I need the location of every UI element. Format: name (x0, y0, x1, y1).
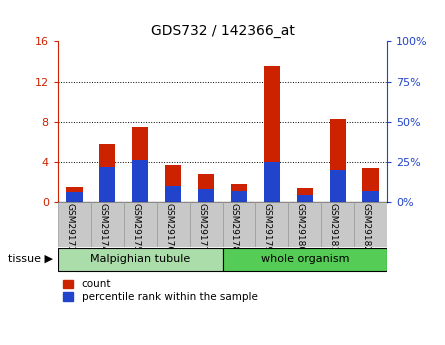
Bar (354, 202, 387, 247)
Bar (222, 202, 255, 247)
Bar (66, 192, 83, 202)
Bar (198, 189, 214, 202)
Bar (296, 195, 313, 202)
Bar (58, 248, 222, 271)
Bar (165, 165, 182, 202)
Bar (321, 202, 354, 247)
Text: GSM29182: GSM29182 (362, 203, 371, 252)
Bar (231, 191, 247, 202)
Bar (330, 119, 346, 202)
Text: GSM29181: GSM29181 (329, 203, 338, 252)
Bar (330, 170, 346, 202)
Bar (132, 127, 149, 202)
Bar (362, 190, 379, 202)
Title: GDS732 / 142366_at: GDS732 / 142366_at (150, 23, 295, 38)
Bar (264, 67, 280, 202)
Text: GSM29174: GSM29174 (98, 203, 107, 252)
Text: whole organism: whole organism (261, 254, 349, 264)
Text: GSM29179: GSM29179 (263, 203, 272, 252)
Bar (91, 202, 124, 247)
Text: GSM29175: GSM29175 (131, 203, 140, 252)
Bar (288, 202, 321, 247)
Bar (99, 167, 116, 202)
Text: GSM29178: GSM29178 (230, 203, 239, 252)
Text: tissue ▶: tissue ▶ (8, 253, 53, 263)
Text: GSM29173: GSM29173 (65, 203, 74, 252)
Bar (362, 168, 379, 202)
Bar (231, 184, 247, 202)
Bar (198, 174, 214, 202)
Legend: count, percentile rank within the sample: count, percentile rank within the sample (63, 279, 258, 302)
Bar (99, 144, 116, 202)
Bar (264, 162, 280, 202)
Bar (132, 160, 149, 202)
Bar (124, 202, 157, 247)
Bar (190, 202, 222, 247)
Text: Malpighian tubule: Malpighian tubule (90, 254, 190, 264)
Text: GSM29180: GSM29180 (296, 203, 305, 252)
Bar (222, 248, 387, 271)
Bar (296, 188, 313, 202)
Bar (157, 202, 190, 247)
Text: GSM29176: GSM29176 (164, 203, 173, 252)
Text: GSM29177: GSM29177 (197, 203, 206, 252)
Bar (66, 187, 83, 202)
Bar (58, 202, 91, 247)
Bar (165, 186, 182, 202)
Bar (255, 202, 288, 247)
